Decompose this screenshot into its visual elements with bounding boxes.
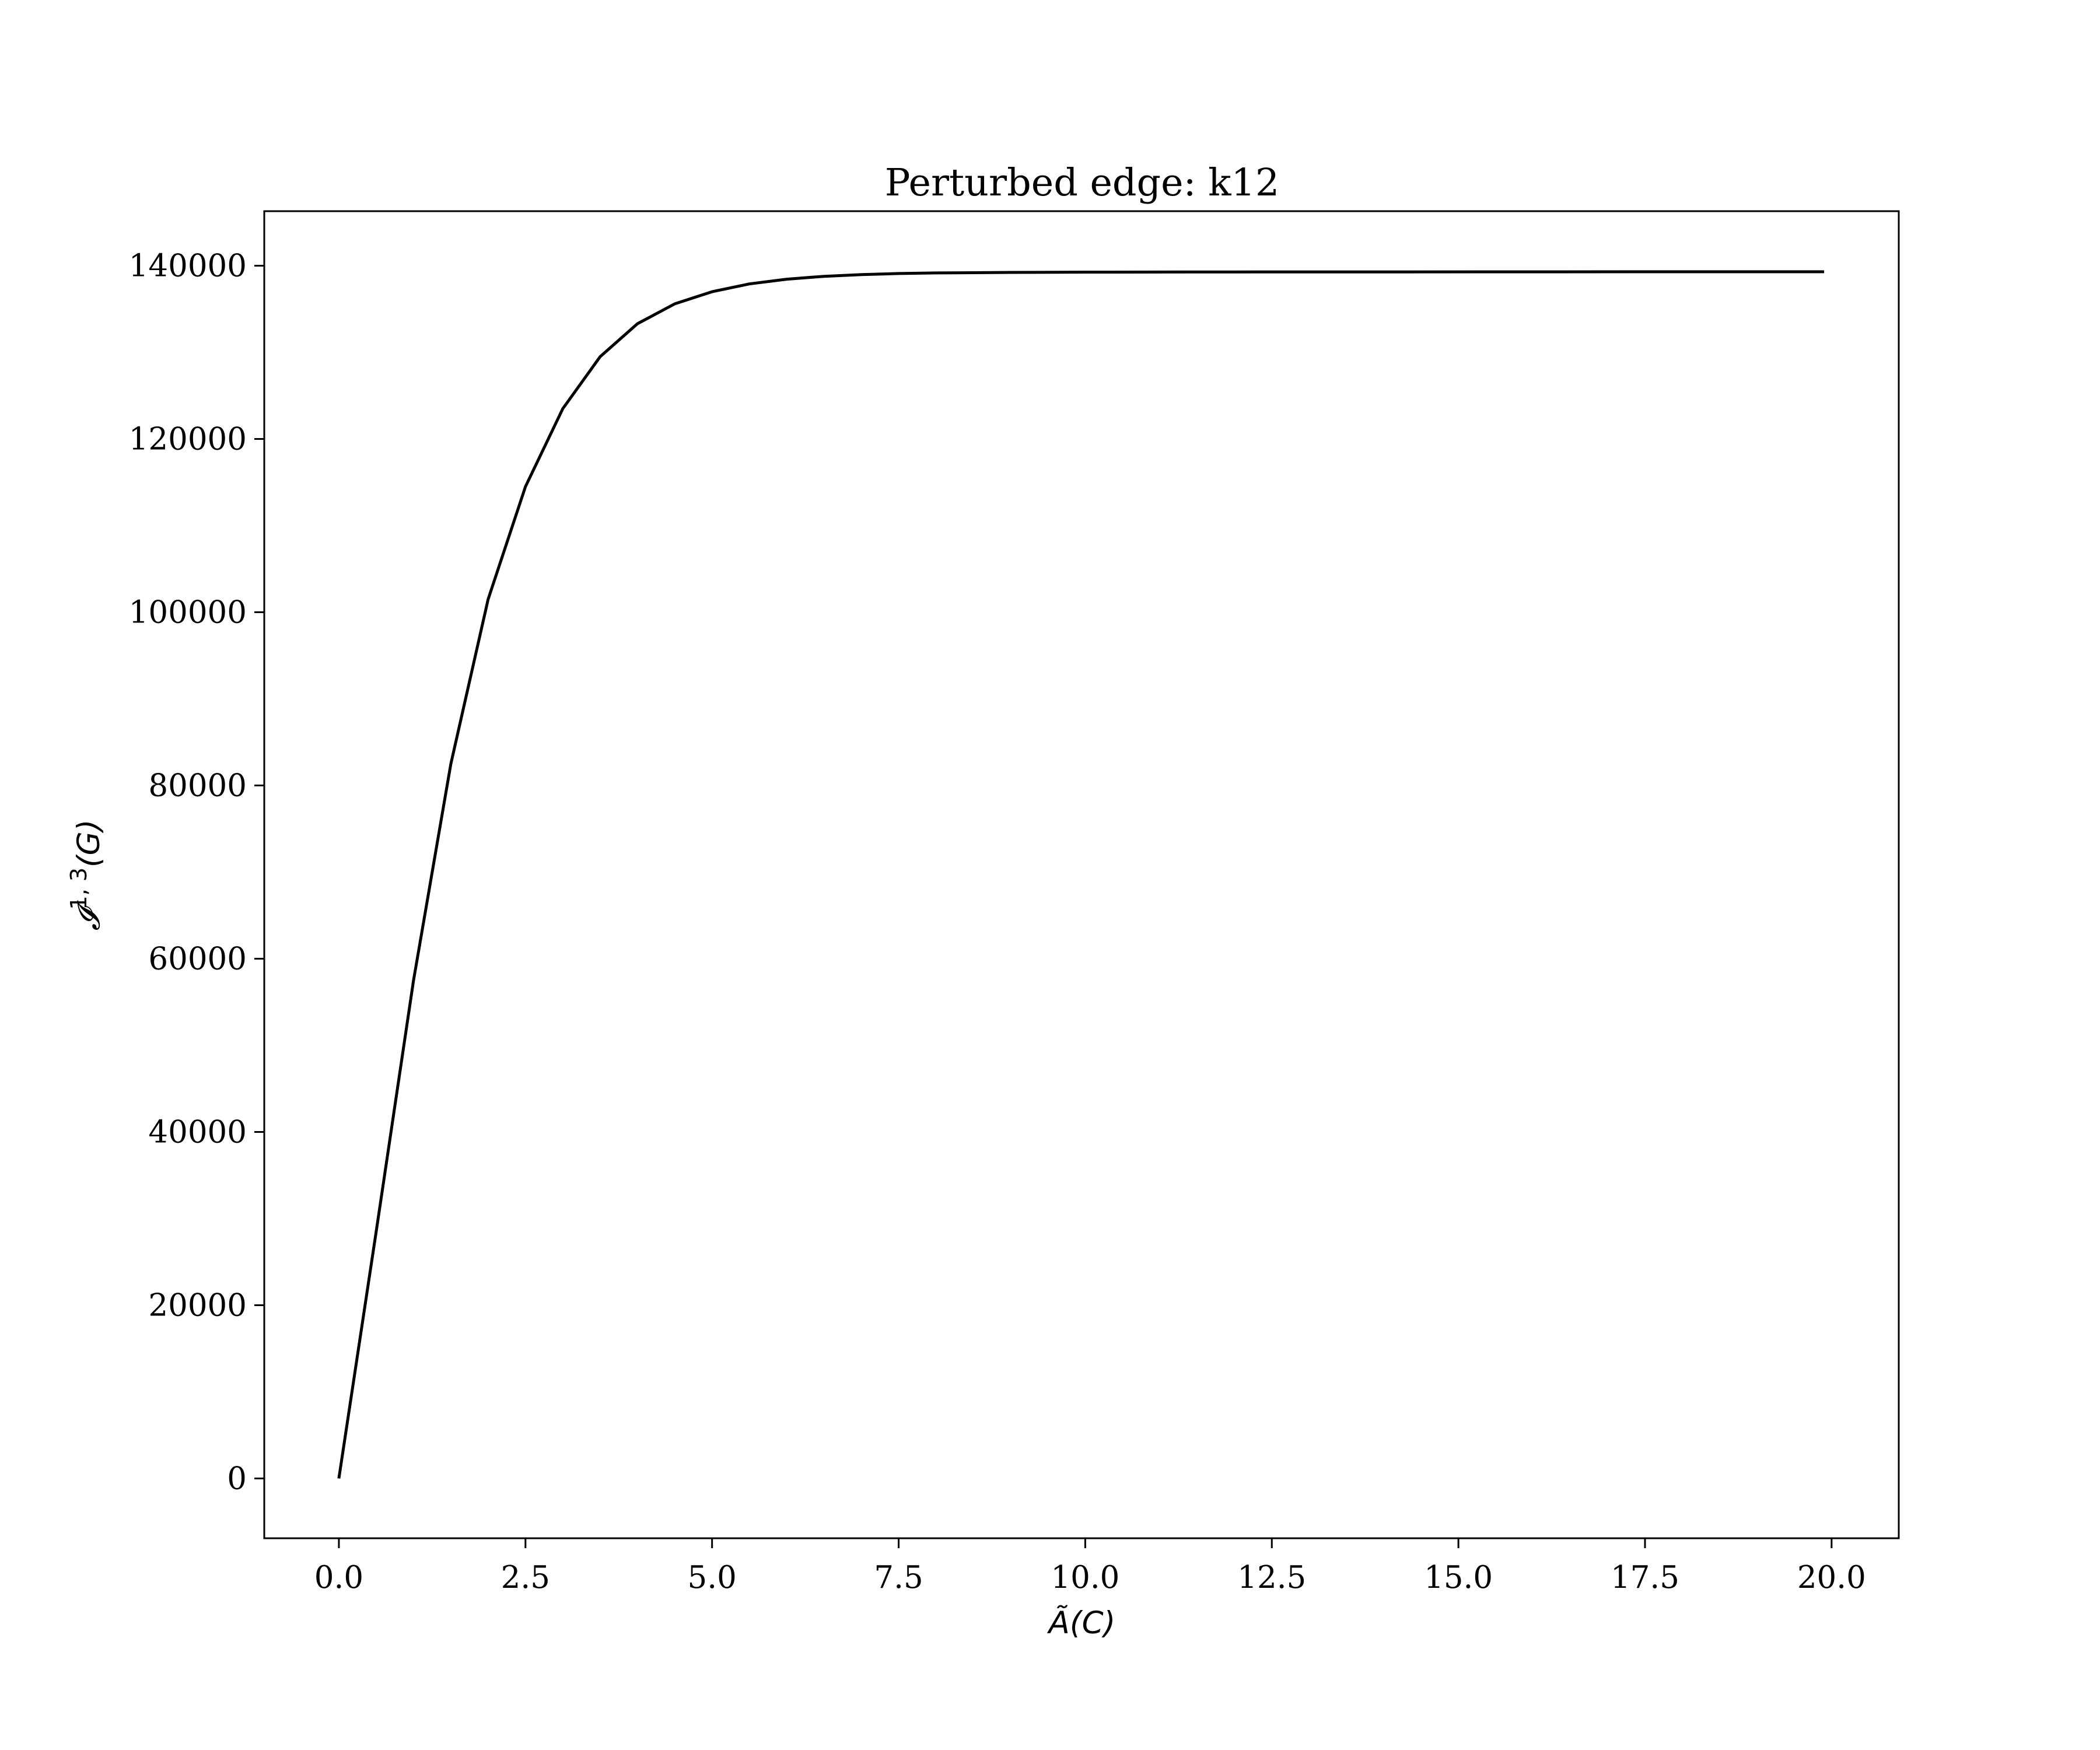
x-tick-label: 0.0: [314, 1560, 363, 1595]
x-axis-label: Ã(C): [1047, 1604, 1116, 1641]
y-tick-label: 120000: [129, 422, 247, 457]
x-tick-label: 17.5: [1611, 1560, 1679, 1595]
plot-area: [263, 210, 1900, 1539]
chart-title: Perturbed edge: k12: [885, 161, 1280, 205]
y-axis-label: 𝓘1, 3(G): [66, 820, 107, 931]
y-tick-label: 100000: [129, 595, 247, 631]
x-tick-label: 7.5: [874, 1560, 923, 1595]
y-tick-label: 40000: [148, 1115, 247, 1150]
y-tick-label: 20000: [148, 1288, 247, 1324]
y-tick-label: 60000: [148, 942, 247, 977]
x-tick-label: 20.0: [1797, 1560, 1866, 1595]
x-tick-label: 10.0: [1051, 1560, 1119, 1595]
x-tick-label: 5.0: [688, 1560, 737, 1595]
y-axis: 0 20000 40000 60000 80000 100000 120000 140000: [129, 249, 264, 1497]
series-line-1: [337, 270, 1825, 1479]
plot-frame: [263, 210, 1900, 1539]
y-tick-label: 0: [227, 1461, 247, 1497]
y-tick-label: 80000: [148, 768, 247, 804]
x-tick-label: 12.5: [1237, 1560, 1306, 1595]
x-tick-label: 15.0: [1424, 1560, 1493, 1595]
x-tick-label: 2.5: [501, 1560, 550, 1595]
x-axis: 0.0 2.5 5.0 7.5 10.0 12.5 15.0 17.5 20.0: [314, 1538, 1866, 1595]
y-tick-label: 140000: [129, 249, 247, 284]
